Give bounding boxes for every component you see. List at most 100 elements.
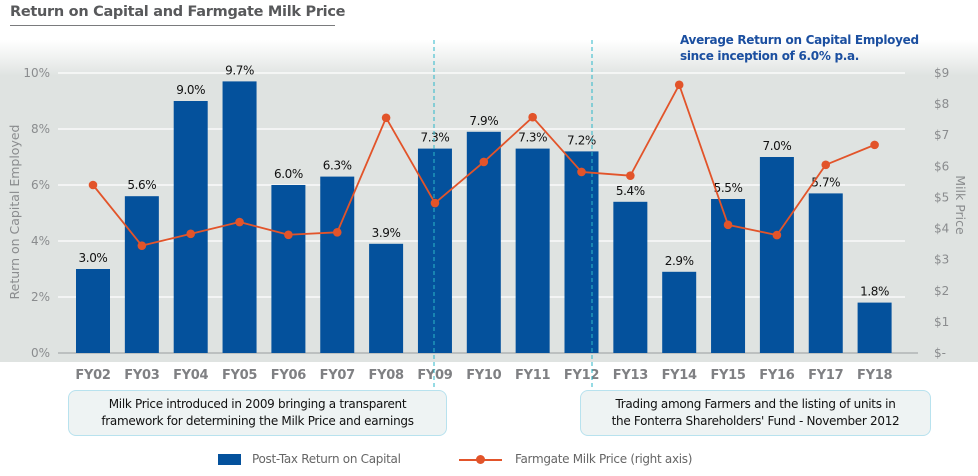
right-tick-label: $8	[934, 97, 949, 111]
left-tick-label: 8%	[31, 122, 50, 136]
right-tick-label: $-	[934, 346, 946, 360]
milk-price-point	[674, 80, 684, 90]
bar	[564, 151, 599, 353]
x-tick-label: FY14	[662, 368, 697, 383]
legend-line-marker	[476, 455, 485, 464]
bar-data-label: 9.7%	[225, 63, 254, 77]
x-axis-labels: FY02 FY03 FY04 FY05 FY06 FY07 FY08 FY09 FY10 FY11…	[75, 368, 892, 383]
milk-price-point	[186, 229, 195, 239]
annotation1-line1: Milk Price introduced in 2009 bringing a…	[108, 397, 407, 411]
x-tick-label: FY16	[759, 368, 794, 383]
bar	[271, 185, 306, 353]
milk-price-point	[626, 171, 635, 180]
reference-lines	[433, 40, 593, 433]
bar	[369, 243, 404, 353]
bar-data-label: 5.7%	[811, 175, 840, 189]
annotation2-line1: Trading among Farmers and the listing of…	[615, 397, 896, 411]
milk-price-point	[88, 180, 98, 190]
bar-data-label: 9.0%	[176, 83, 205, 97]
milk-price-point	[772, 230, 782, 240]
bar-data-label: 5.6%	[127, 178, 156, 192]
left-tick-label: 0%	[31, 346, 50, 360]
legend: Post-Tax Return on Capital Farmgate Milk…	[0, 450, 978, 470]
milk-price-point	[381, 113, 391, 123]
right-tick-label: $3	[934, 253, 949, 267]
bar-data-label: 7.0%	[762, 139, 791, 153]
bar	[173, 101, 208, 353]
right-tick-label: $7	[934, 128, 949, 142]
bar-data-label: 7.3%	[421, 131, 450, 145]
milk-price-point	[479, 157, 489, 167]
bar-data-label: 1.8%	[860, 285, 889, 299]
left-tick-label: 6%	[31, 178, 50, 192]
x-tick-label: FY11	[515, 368, 550, 383]
average-return-annotation: Average Return on Capital Employed since…	[680, 32, 940, 64]
x-tick-label: FY06	[271, 368, 306, 383]
x-tick-label: FY09	[417, 368, 452, 383]
bar	[466, 131, 501, 353]
bar-data-label: 7.3%	[518, 131, 547, 145]
bar-data-label: 2.9%	[665, 254, 694, 268]
bar	[808, 193, 843, 353]
milk-price-point	[284, 230, 293, 240]
annotation2-line2: the Fonterra Shareholders' Fund - Novemb…	[611, 414, 900, 428]
average-return-line2: since inception of 6.0% p.a.	[680, 49, 860, 63]
bar	[662, 271, 697, 353]
right-tick-label: $1	[934, 315, 949, 329]
right-tick-label: $9	[934, 66, 949, 80]
milk-price-introduction-annotation: Milk Price introduced in 2009 bringing a…	[68, 390, 447, 436]
right-axis-ticks: $- $1 $2 $3 $4 $5 $6 $7 $8 $9	[934, 66, 949, 360]
bar	[417, 148, 452, 353]
x-tick-label: FY02	[75, 368, 110, 383]
annotation1-line2: framework for determining the Milk Price…	[101, 414, 414, 428]
left-tick-label: 2%	[31, 290, 50, 304]
bar-series	[76, 81, 892, 354]
right-axis-title: Milk Price	[953, 175, 968, 235]
bar-data-label: 3.0%	[79, 251, 108, 265]
bar-data-label: 6.3%	[323, 159, 352, 173]
bar-data-labels: 3.0% 5.6% 9.0% 9.7% 6.0% 6.3% 3.9% 7.3% 7.9% 7.3%…	[79, 63, 890, 299]
bar	[857, 302, 892, 353]
x-tick-label: FY17	[808, 368, 843, 383]
x-tick-label: FY08	[369, 368, 404, 383]
trading-among-farmers-annotation: Trading among Farmers and the listing of…	[580, 390, 931, 436]
legend-bar-swatch	[218, 454, 241, 465]
x-tick-label: FY04	[173, 368, 208, 383]
right-tick-label: $5	[934, 190, 949, 204]
right-tick-label: $2	[934, 284, 949, 298]
milk-price-point	[332, 227, 342, 237]
x-tick-label: FY03	[124, 368, 159, 383]
left-tick-label: 10%	[23, 66, 50, 80]
average-return-line1: Average Return on Capital Employed	[680, 33, 919, 47]
bar	[759, 157, 794, 353]
bar	[124, 196, 159, 353]
bar	[222, 81, 257, 354]
milk-price-point	[870, 140, 879, 150]
bar-data-label: 5.4%	[616, 184, 645, 198]
milk-price-point	[235, 217, 244, 227]
legend-line-label: Farmgate Milk Price (right axis)	[515, 452, 693, 466]
x-tick-label: FY05	[222, 368, 257, 383]
chart-title: Return on Capital and Farmgate Milk Pric…	[10, 4, 345, 26]
left-axis-title: Return on Capital Employed	[7, 125, 22, 300]
bar	[515, 148, 550, 353]
legend-bar-label: Post-Tax Return on Capital	[252, 452, 401, 466]
x-tick-label: FY10	[466, 368, 501, 383]
x-tick-label: FY18	[857, 368, 892, 383]
right-tick-label: $4	[934, 222, 949, 236]
bar-data-label: 5.5%	[714, 181, 743, 195]
x-tick-label: FY13	[613, 368, 648, 383]
milk-price-point	[528, 112, 537, 122]
right-tick-label: $6	[934, 159, 949, 173]
milk-price-point	[430, 198, 440, 208]
milk-price-point	[137, 241, 147, 250]
x-tick-label: FY07	[320, 368, 355, 383]
left-tick-label: 4%	[31, 234, 50, 248]
milk-price-series	[88, 80, 879, 250]
bar-data-label: 6.0%	[274, 167, 303, 181]
bar-data-label: 3.9%	[372, 226, 401, 240]
x-tick-label: FY12	[564, 368, 599, 383]
milk-price-point	[723, 220, 733, 230]
left-axis-ticks: 0% 2% 4% 6% 8% 10%	[23, 66, 50, 360]
